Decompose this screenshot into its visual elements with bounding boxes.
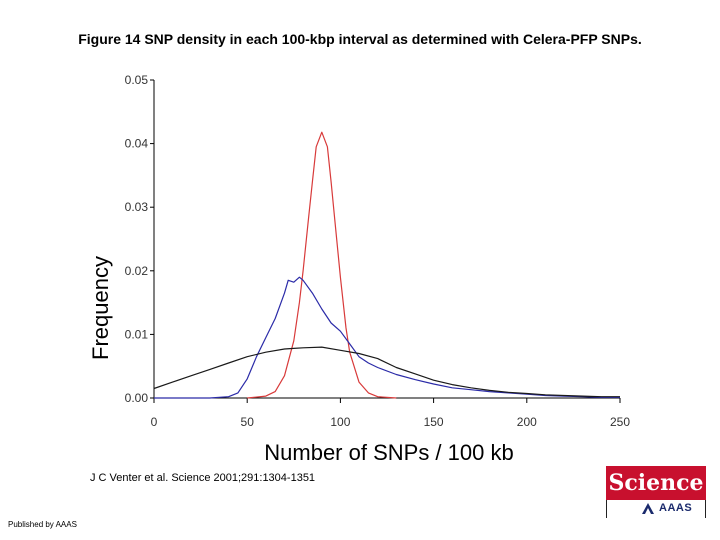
- x-tick-label: 100: [330, 415, 350, 429]
- aaas-mark-icon: [642, 503, 654, 514]
- chart: 0.000.010.020.030.040.050 50 100 150 200 250 …: [88, 73, 640, 465]
- series-group: [153, 131, 620, 399]
- x-tick-label: 150: [424, 415, 444, 429]
- x-tick-label: 250: [610, 415, 630, 429]
- series-line-blue: [154, 276, 620, 399]
- x-tick-label: 50: [241, 415, 255, 429]
- y-tick-label: 0.05: [125, 73, 149, 87]
- figure-title: Figure 14 SNP density in each 100-kbp in…: [78, 31, 642, 47]
- y-tick-label: 0.02: [125, 264, 149, 278]
- publisher-note: Published by AAAS: [8, 520, 77, 529]
- series-line-red: [247, 131, 397, 399]
- y-axis-label: Frequency: [88, 256, 113, 360]
- logo-aaas-text: AAAS: [659, 502, 693, 514]
- logo-wordmark: Science: [606, 466, 706, 500]
- x-tick-label: 200: [517, 415, 537, 429]
- x-axis-label: Number of SNPs / 100 kb: [264, 440, 513, 465]
- logo-aaas-bar: AAAS: [606, 500, 706, 518]
- series-line-black: [153, 346, 620, 398]
- science-logo: Science AAAS: [606, 466, 706, 518]
- y-tick-label: 0.01: [125, 327, 149, 341]
- y-tick-label: 0.03: [125, 200, 149, 214]
- citation: J C Venter et al. Science 2001;291:1304-…: [90, 472, 316, 484]
- x-tick-label: 0: [151, 415, 158, 429]
- y-tick-label: 0.00: [125, 391, 149, 405]
- y-tick-label: 0.04: [125, 137, 149, 151]
- plot-area: [120, 80, 640, 465]
- ticks: 0.00 0.01 0.02 0.03 0.04 0.05 0 50 100 150 200 250: [125, 73, 631, 429]
- axes: [153, 80, 620, 399]
